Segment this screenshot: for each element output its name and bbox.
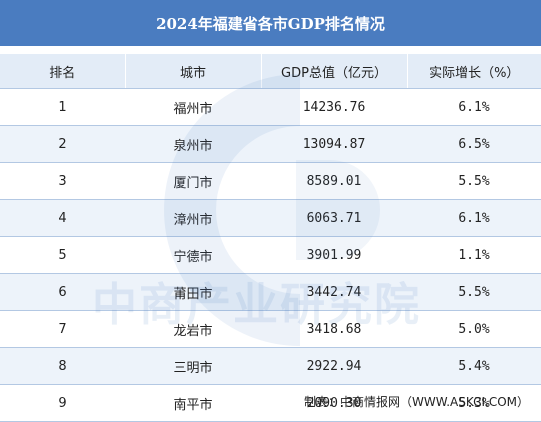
cell-rank: 3 <box>0 162 125 200</box>
table-title: 2024年福建省各市GDP排名情况 <box>0 0 541 46</box>
table-row: 6 莆田市 3442.74 5.5% <box>0 273 541 311</box>
cell-rank: 7 <box>0 310 125 348</box>
cell-gdp: 6063.71 <box>261 199 407 237</box>
cell-rank: 5 <box>0 236 125 274</box>
cell-gdp: 14236.76 <box>261 88 407 126</box>
cell-growth: 6.1% <box>407 88 541 126</box>
cell-city: 漳州市 <box>125 199 261 237</box>
cell-city: 龙岩市 <box>125 310 261 348</box>
header-row: 排名 城市 GDP总值（亿元） 实际增长（%） <box>0 54 541 89</box>
cell-city: 福州市 <box>125 88 261 126</box>
table-row: 8 三明市 2922.94 5.4% <box>0 347 541 385</box>
cell-rank: 9 <box>0 384 125 422</box>
cell-city: 厦门市 <box>125 162 261 200</box>
cell-gdp: 2090.30 <box>261 384 407 422</box>
cell-city: 三明市 <box>125 347 261 385</box>
cell-growth: 5.5% <box>407 162 541 200</box>
table-row: 7 龙岩市 3418.68 5.0% <box>0 310 541 348</box>
header-growth: 实际增长（%） <box>406 54 541 89</box>
cell-growth: 6.5% <box>407 125 541 163</box>
table-row: 9 南平市 2090.30 5.3% <box>0 384 541 422</box>
cell-rank: 1 <box>0 88 125 126</box>
table-row: 5 宁德市 3901.99 1.1% <box>0 236 541 274</box>
header-city: 城市 <box>124 54 261 89</box>
cell-growth: 5.0% <box>407 310 541 348</box>
cell-city: 宁德市 <box>125 236 261 274</box>
cell-city: 南平市 <box>125 384 261 422</box>
cell-rank: 8 <box>0 347 125 385</box>
table-row: 1 福州市 14236.76 6.1% <box>0 88 541 126</box>
header-gdp: GDP总值（亿元） <box>260 54 407 89</box>
cell-gdp: 3901.99 <box>261 236 407 274</box>
cell-gdp: 2922.94 <box>261 347 407 385</box>
cell-gdp: 13094.87 <box>261 125 407 163</box>
cell-growth: 6.1% <box>407 199 541 237</box>
gdp-ranking-table: 排名 城市 GDP总值（亿元） 实际增长（%） 1 福州市 14236.76 6… <box>0 54 541 422</box>
header-rank: 排名 <box>0 54 125 89</box>
cell-growth: 5.3% <box>407 384 541 422</box>
cell-city: 莆田市 <box>125 273 261 311</box>
table-row: 3 厦门市 8589.01 5.5% <box>0 162 541 200</box>
cell-gdp: 3418.68 <box>261 310 407 348</box>
table-row: 2 泉州市 13094.87 6.5% <box>0 125 541 163</box>
cell-rank: 2 <box>0 125 125 163</box>
cell-growth: 5.4% <box>407 347 541 385</box>
cell-growth: 1.1% <box>407 236 541 274</box>
cell-rank: 6 <box>0 273 125 311</box>
table-row: 4 漳州市 6063.71 6.1% <box>0 199 541 237</box>
cell-city: 泉州市 <box>125 125 261 163</box>
cell-rank: 4 <box>0 199 125 237</box>
cell-growth: 5.5% <box>407 273 541 311</box>
cell-gdp: 3442.74 <box>261 273 407 311</box>
cell-gdp: 8589.01 <box>261 162 407 200</box>
